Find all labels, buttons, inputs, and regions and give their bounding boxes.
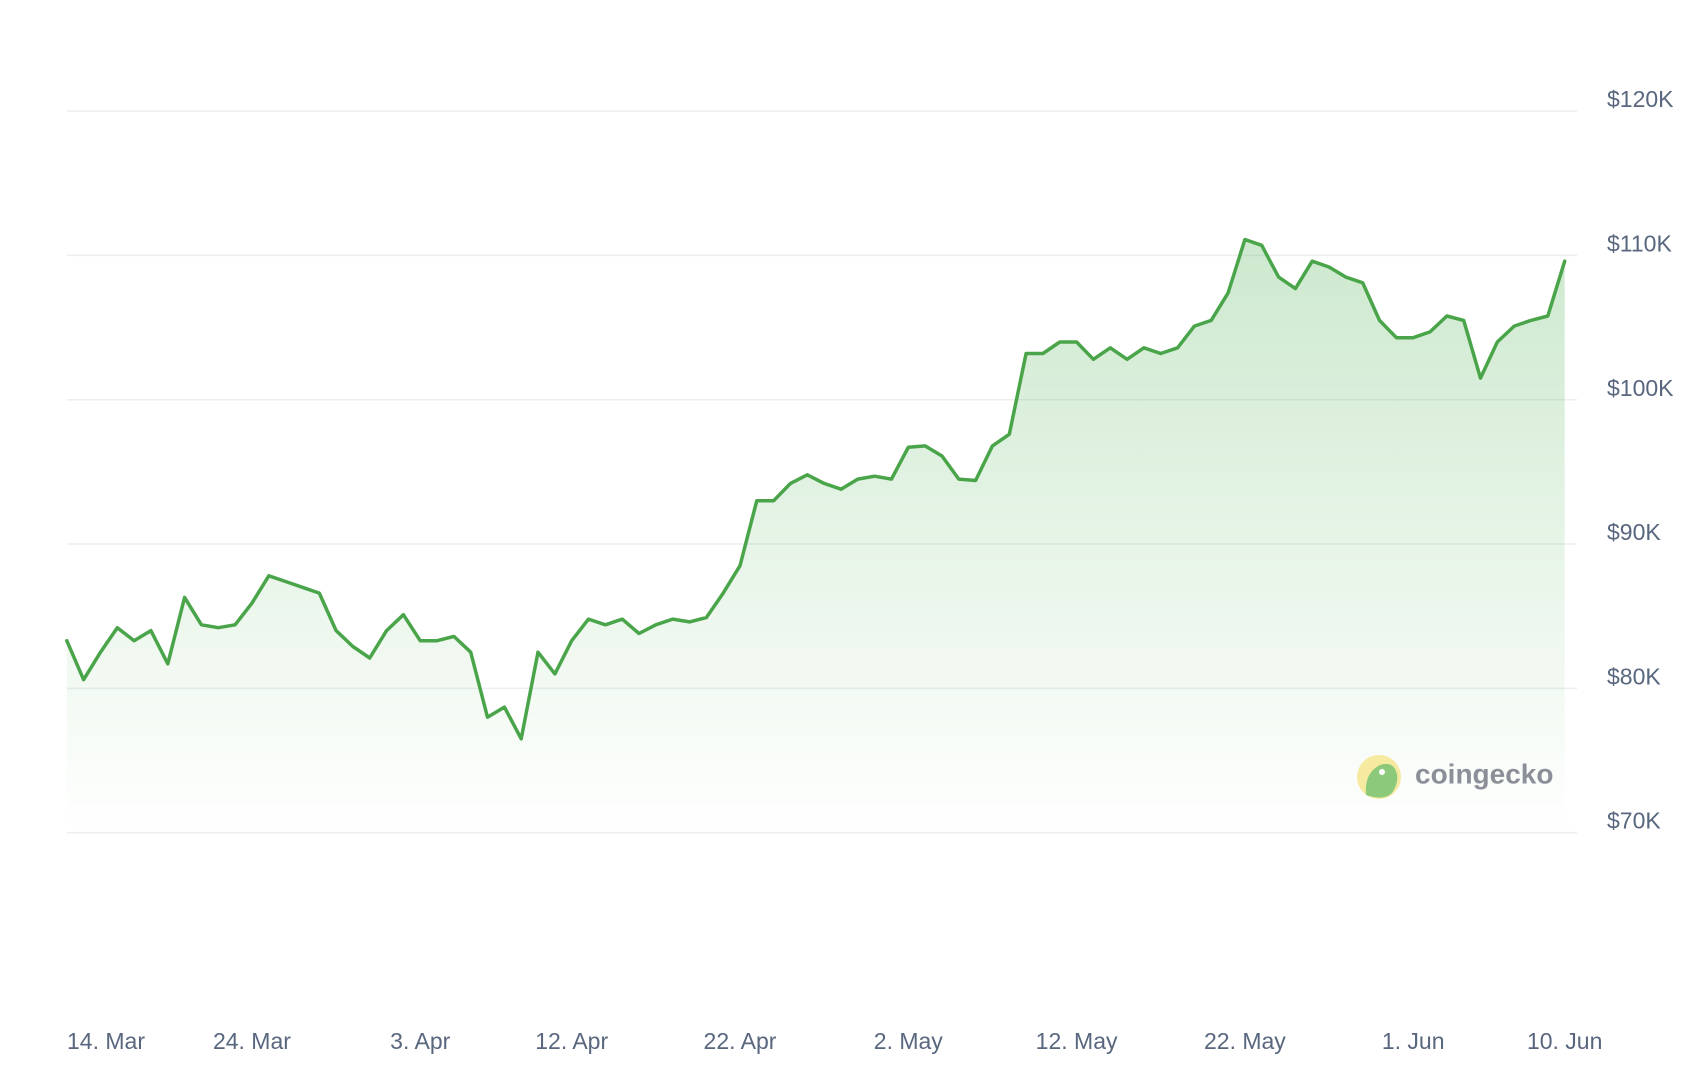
watermark: coingecko (1357, 755, 1553, 799)
y-tick-label: $110K (1607, 230, 1672, 256)
x-tick-label: 12. Apr (535, 1028, 608, 1054)
x-tick-label: 1. Jun (1382, 1028, 1445, 1054)
logo-eye (1379, 769, 1385, 775)
y-tick-label: $80K (1607, 663, 1661, 689)
y-tick-label: $120K (1607, 86, 1674, 112)
x-tick-label: 22. May (1204, 1028, 1286, 1054)
x-tick-label: 10. Jun (1527, 1028, 1602, 1054)
price-area (66, 239, 1565, 1013)
x-tick-label: 14. Mar (67, 1028, 145, 1054)
x-tick-label: 24. Mar (213, 1028, 291, 1054)
y-tick-label: $100K (1607, 375, 1674, 401)
watermark-text: coingecko (1415, 758, 1553, 789)
price-line (65, 237, 1567, 741)
y-tick-label: $90K (1607, 519, 1661, 545)
logo-gecko (1365, 763, 1398, 798)
x-tick-label: 22. Apr (704, 1028, 777, 1054)
y-tick-label: $70K (1607, 808, 1661, 834)
x-tick-label: 12. May (1036, 1028, 1118, 1054)
x-tick-label: 3. Apr (390, 1028, 450, 1054)
x-tick-label: 2. May (874, 1028, 944, 1054)
